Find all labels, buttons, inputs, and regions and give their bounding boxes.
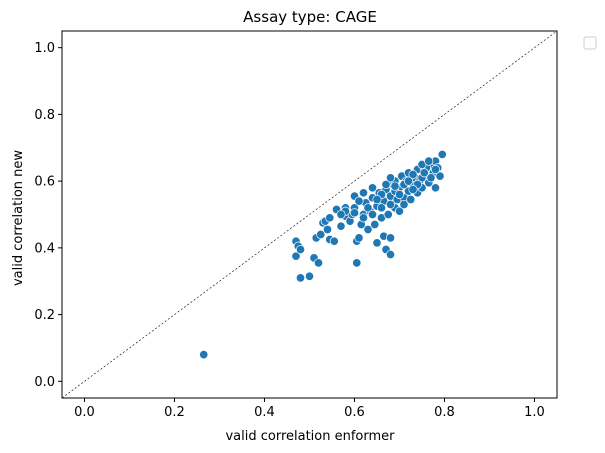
scatter-point: [367, 209, 378, 220]
scatter-point: [336, 221, 346, 231]
scatter-point: [390, 181, 400, 191]
scatter-point: [408, 169, 418, 180]
y-axis-title: valid correlation new: [11, 150, 26, 286]
scatter-point: [372, 194, 382, 205]
x-axis-title: valid correlation enformer: [225, 429, 395, 444]
scatter-point: [370, 219, 380, 230]
scatter-point: [430, 164, 441, 175]
scatter-point: [376, 203, 387, 213]
scatter-point: [372, 238, 382, 248]
scatter-point: [358, 213, 369, 223]
scatter-point: [354, 233, 364, 243]
scatter-point: [363, 203, 373, 213]
scatter-point: [381, 179, 391, 190]
axes-frame: [61, 30, 558, 399]
scatter-point: [385, 233, 396, 243]
scatter-point: [336, 209, 346, 220]
scatter-point: [385, 199, 396, 210]
scatter-point: [349, 208, 360, 218]
scatter-point: [316, 229, 326, 240]
scatter-point: [424, 156, 434, 166]
x-tick-label: 0.6: [344, 405, 365, 420]
x-tick-label: 0.0: [74, 405, 95, 420]
y-tick-label: 1.0: [34, 41, 55, 56]
plot-area: [61, 30, 558, 399]
scatter-point: [419, 168, 429, 178]
scatter-point: [385, 249, 396, 260]
x-tick-label: 0.8: [434, 405, 455, 420]
scatter-point: [430, 183, 441, 193]
scatter-point: [291, 251, 301, 261]
scatter-point: [313, 258, 324, 268]
scatter-point: [295, 273, 306, 283]
scatter-point: [406, 194, 416, 205]
chart-title: Assay type: CAGE: [243, 8, 377, 26]
y-tick-label: 0.4: [34, 241, 55, 256]
empty-legend-box: [583, 36, 597, 50]
x-tick-label: 0.2: [164, 405, 185, 420]
scatter-point: [354, 196, 364, 206]
x-tick-label: 1.0: [524, 405, 545, 420]
x-tick-label: 0.4: [254, 405, 275, 420]
scatter-point: [325, 213, 335, 223]
scatter-point: [358, 188, 369, 198]
scatter-point: [199, 350, 209, 360]
scatter-point: [383, 209, 393, 220]
reference-diagonal-line: [61, 30, 558, 399]
scatter-point: [394, 189, 405, 200]
scatter-point: [437, 149, 447, 159]
y-tick-label: 0.2: [34, 308, 55, 323]
scatter-point: [394, 206, 405, 216]
scatter-point: [329, 236, 339, 246]
scatter-point: [304, 271, 315, 281]
scatter-point: [399, 199, 409, 210]
scatter-point: [322, 224, 333, 235]
scatter-point: [363, 224, 373, 235]
scatter-point: [435, 171, 445, 181]
y-tick-label: 0.0: [34, 375, 55, 390]
scatter-point: [385, 173, 396, 183]
scatter-point: [367, 183, 378, 193]
y-tick-label: 0.6: [34, 175, 55, 190]
scatter-point: [352, 258, 362, 268]
scatter-point: [295, 244, 306, 255]
y-tick-label: 0.8: [34, 108, 55, 123]
scatter-point: [426, 173, 436, 183]
scatter-point: [408, 184, 418, 195]
scatter-point: [403, 176, 414, 186]
